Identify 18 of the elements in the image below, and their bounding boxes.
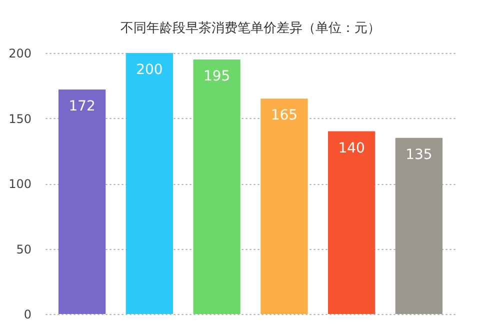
y-tick-label: 200 bbox=[8, 46, 32, 60]
bar bbox=[193, 60, 240, 314]
bar bbox=[395, 138, 443, 314]
data-label: 195 bbox=[203, 68, 230, 85]
y-tick-label: 0 bbox=[24, 308, 32, 322]
data-label: 172 bbox=[68, 98, 96, 115]
y-tick-label: 100 bbox=[8, 177, 32, 191]
data-label: 200 bbox=[136, 62, 163, 78]
bar bbox=[126, 53, 174, 314]
data-label: 165 bbox=[270, 108, 298, 124]
bar bbox=[328, 131, 376, 314]
data-label: 135 bbox=[406, 146, 432, 163]
y-tick-label: 50 bbox=[16, 242, 32, 256]
bar bbox=[260, 98, 308, 314]
y-tick-label: 150 bbox=[8, 112, 32, 126]
bar bbox=[58, 90, 106, 314]
chart-title: 不同年龄段早茶消费笔单价差异（单位：元） bbox=[120, 21, 380, 36]
data-label: 140 bbox=[338, 140, 365, 156]
